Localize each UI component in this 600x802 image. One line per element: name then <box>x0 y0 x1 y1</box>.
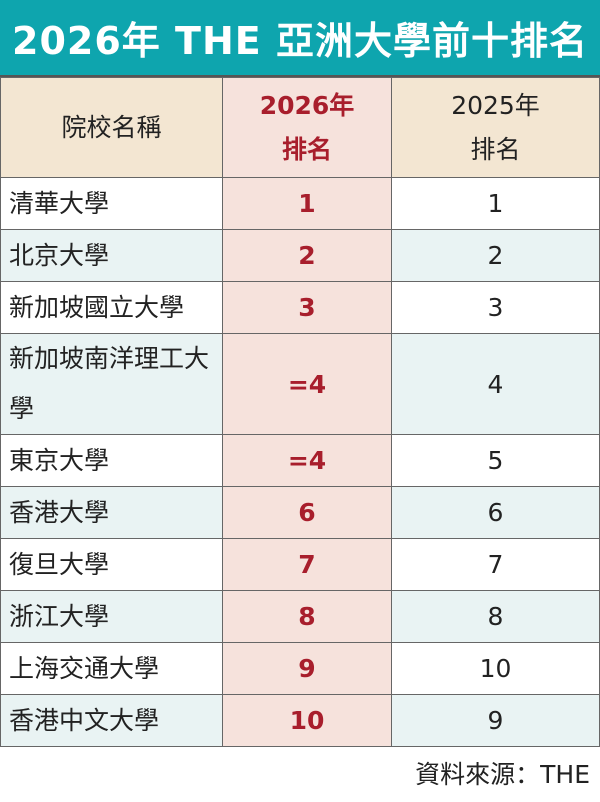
name-cell: 香港大學 <box>0 486 223 539</box>
table-row: 復旦大學 7 7 <box>0 538 600 591</box>
name-cell: 香港中文大學 <box>0 694 223 747</box>
name-cell: 新加坡南洋理工大學 <box>0 333 223 435</box>
rank-2026-cell: 10 <box>222 694 392 747</box>
name-cell: 上海交通大學 <box>0 642 223 695</box>
header-rank-2025-year: 2025年 <box>451 90 540 120</box>
name-cell: 清華大學 <box>0 177 223 230</box>
name-cell: 新加坡國立大學 <box>0 281 223 334</box>
name-cell: 浙江大學 <box>0 590 223 643</box>
table-row: 香港大學 6 6 <box>0 486 600 539</box>
table-row: 新加坡國立大學 3 3 <box>0 281 600 334</box>
rank-2025-cell: 10 <box>391 642 600 695</box>
table-row: 新加坡南洋理工大學 =4 4 <box>0 333 600 435</box>
rank-2025-cell: 7 <box>391 538 600 591</box>
source-note: 資料來源：THE <box>415 760 590 789</box>
name-cell: 東京大學 <box>0 434 223 487</box>
table-row: 東京大學 =4 5 <box>0 434 600 487</box>
table-header: 院校名稱 2026年排名 2025年排名 <box>0 77 600 178</box>
header-rank-2025-label: 排名 <box>470 134 521 164</box>
header-rank-2026: 2026年排名 <box>222 77 392 178</box>
rank-2026-cell: 7 <box>222 538 392 591</box>
rank-2026-cell: 2 <box>222 229 392 282</box>
header-rank-2026-year: 2026年 <box>259 90 355 120</box>
table-row: 香港中文大學 10 9 <box>0 694 600 747</box>
rank-2026-cell: 8 <box>222 590 392 643</box>
rank-2026-cell: 1 <box>222 177 392 230</box>
rank-2025-cell: 3 <box>391 281 600 334</box>
rank-2025-cell: 5 <box>391 434 600 487</box>
header-rank-2025: 2025年排名 <box>391 77 600 178</box>
rank-2026-cell: =4 <box>222 434 392 487</box>
header-name: 院校名稱 <box>0 77 223 178</box>
header-rank-2026-label: 排名 <box>281 134 332 164</box>
rank-2026-cell: =4 <box>222 333 392 435</box>
name-cell: 北京大學 <box>0 229 223 282</box>
rank-2026-cell: 6 <box>222 486 392 539</box>
rank-2025-cell: 8 <box>391 590 600 643</box>
table-row: 清華大學 1 1 <box>0 177 600 230</box>
name-cell: 復旦大學 <box>0 538 223 591</box>
rank-2026-cell: 9 <box>222 642 392 695</box>
rank-2025-cell: 2 <box>391 229 600 282</box>
table-row: 上海交通大學 9 10 <box>0 642 600 695</box>
table-row: 北京大學 2 2 <box>0 229 600 282</box>
rank-2025-cell: 1 <box>391 177 600 230</box>
rank-2025-cell: 4 <box>391 333 600 435</box>
rank-2025-cell: 9 <box>391 694 600 747</box>
rank-2025-cell: 6 <box>391 486 600 539</box>
ranking-table: 院校名稱 2026年 排名 2025年 排名 清華大學 1 1 北京大學 2 2 新加坡國立大學… <box>0 77 600 747</box>
page-title: 2026年 THE 亞洲大學前十排名 <box>0 0 600 77</box>
rank-2026-cell: 3 <box>222 281 392 334</box>
table-row: 浙江大學 8 8 <box>0 590 600 643</box>
